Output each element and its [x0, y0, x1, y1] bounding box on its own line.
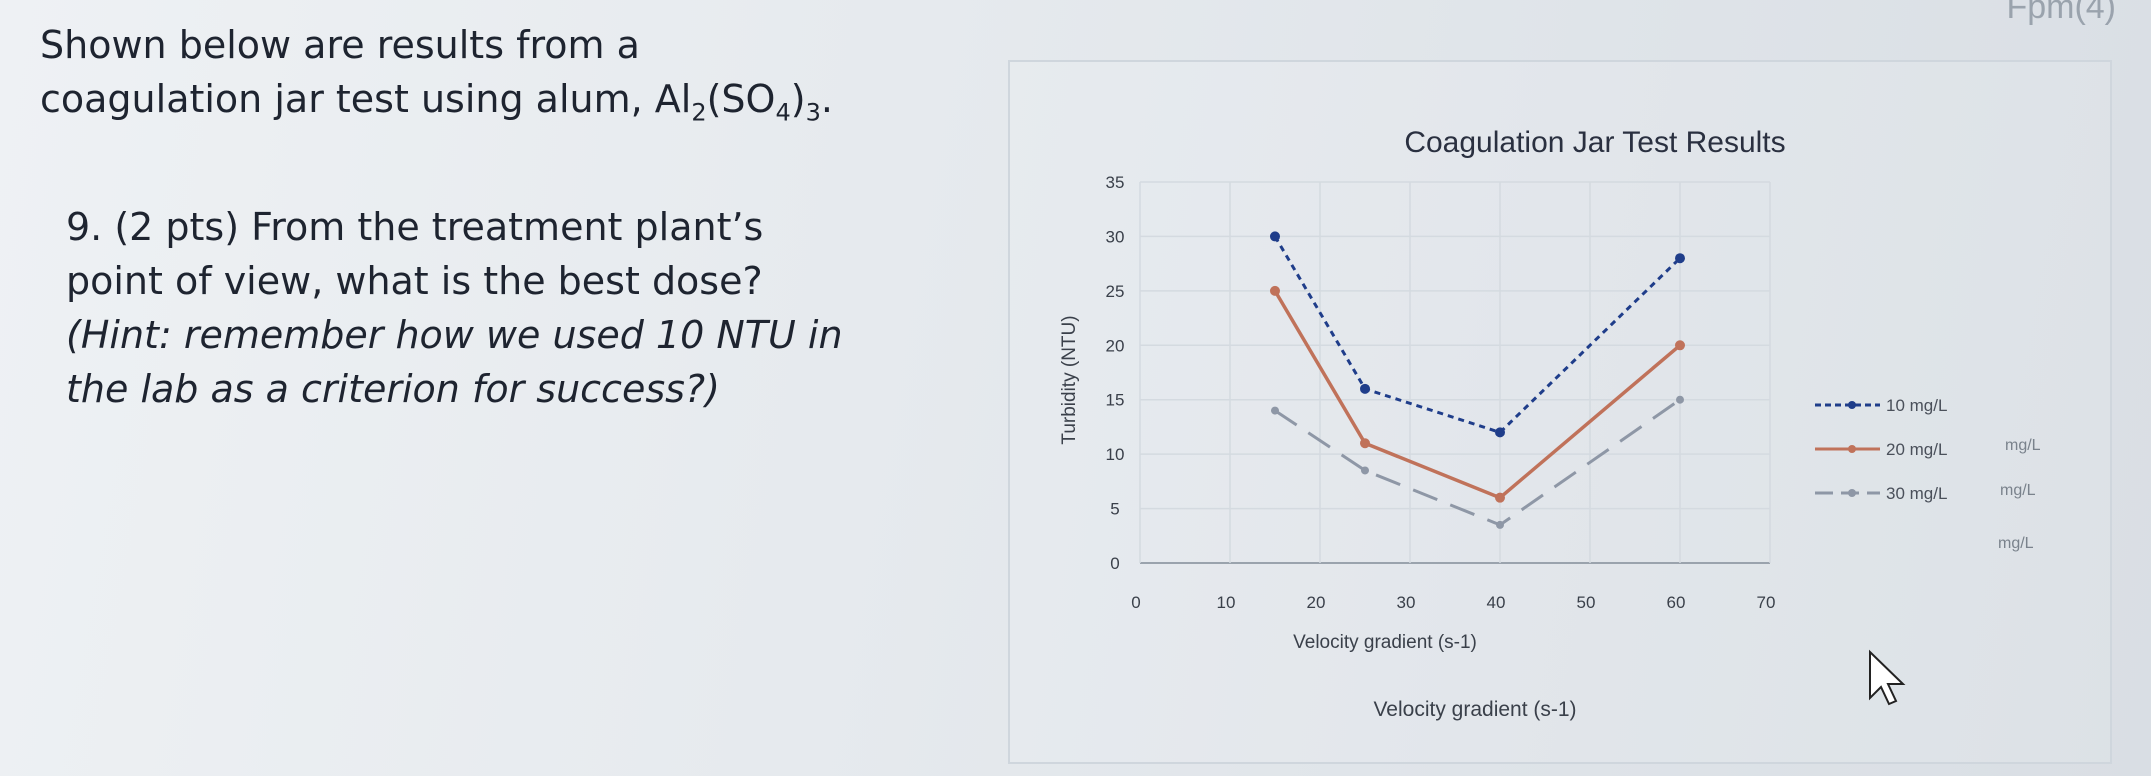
question-9-line-1: 9. (2 pts) From the treatment plant’s	[66, 204, 764, 249]
series-line-3	[1274, 398, 1681, 527]
y-tick-25: 25	[1106, 282, 1125, 301]
series-line-2	[1273, 289, 1682, 500]
chart-caption: Velocity gradient (s-1)	[1373, 698, 1576, 721]
intro-line-2: coagulation jar test using alum, Al2(SO4…	[40, 72, 1000, 140]
x-tick-70: 70	[1757, 593, 1776, 612]
mouse-cursor-icon	[1869, 649, 1906, 706]
series-line-1	[1273, 235, 1682, 435]
data-point-s2-2	[1360, 438, 1370, 449]
data-point-s1-1	[1270, 231, 1280, 242]
intro-line-1: Shown below are results from a	[40, 23, 640, 67]
data-point-s3-2	[1361, 466, 1369, 475]
x-tick-10: 10	[1217, 593, 1236, 612]
intro-end: )	[790, 77, 806, 121]
question-9-line-2: point of view, what is the best dose?	[66, 258, 763, 303]
chart-title: Coagulation Jar Test Results	[1404, 126, 1785, 159]
legend-marker-2	[1848, 445, 1856, 453]
y-tick-35: 35	[1106, 173, 1125, 192]
legend-marker-3	[1848, 489, 1856, 497]
y-tick-30: 30	[1106, 227, 1125, 246]
data-point-s3-4	[1676, 395, 1684, 404]
intro-sub-2: 4	[775, 98, 791, 127]
data-point-s2-4	[1675, 340, 1685, 351]
legend-label-3: 30 mg/L	[1886, 484, 1947, 503]
hint-line-2: the lab as a criterion for success?)	[66, 366, 720, 411]
y-tick-20: 20	[1106, 336, 1125, 355]
x-tick-40: 40	[1487, 593, 1506, 612]
y-tick-labels: 0 5 10 15 20 25 30 35	[1106, 173, 1125, 573]
y-axis-label: Turbidity (NTU)	[1059, 315, 1080, 444]
chart-legend: 10 mg/L 20 mg/L 30 mg/L	[1815, 396, 1947, 503]
y-tick-15: 15	[1106, 391, 1125, 410]
intro-sub-1: 2	[691, 98, 707, 127]
y-tick-10: 10	[1106, 445, 1125, 464]
x-tick-20: 20	[1307, 593, 1326, 612]
legend-marker-1	[1848, 401, 1856, 409]
question-block: Shown below are results from a coagulati…	[40, 18, 1000, 416]
x-tick-0: 0	[1131, 593, 1140, 612]
intro-sub-3: 3	[805, 98, 821, 127]
legend-extra-label-3: mg/L	[1998, 535, 2034, 552]
legend-extra-label-2: mg/L	[2000, 482, 2036, 499]
intro-prefix: coagulation jar test using alum, Al	[40, 77, 692, 121]
chart-panel	[1008, 60, 2112, 764]
data-point-s2-1	[1270, 285, 1280, 296]
legend-extra-label-1: mg/L	[2005, 437, 2041, 454]
data-point-s1-4	[1675, 253, 1685, 264]
legend-label-1: 10 mg/L	[1886, 396, 1947, 415]
legend-label-2: 20 mg/L	[1886, 440, 1947, 459]
data-point-s1-2	[1360, 383, 1370, 394]
x-tick-30: 30	[1397, 593, 1416, 612]
hint-line-1: (Hint: remember how we used 10 NTU in	[66, 312, 843, 357]
y-tick-0: 0	[1110, 554, 1119, 573]
data-point-s3-3	[1496, 520, 1504, 529]
intro-mid: (SO	[706, 77, 776, 121]
intro-period: .	[820, 77, 833, 121]
x-tick-labels: 0 10 20 30 40 50 60 70	[1131, 593, 1775, 612]
data-point-s2-3	[1495, 492, 1505, 503]
series-lines	[1270, 231, 1685, 529]
y-tick-5: 5	[1110, 500, 1119, 519]
data-point-s3-1	[1271, 406, 1279, 415]
data-point-s1-3	[1495, 427, 1505, 438]
page-corner-text: Fpm(4)	[2006, 0, 2116, 26]
x-tick-60: 60	[1667, 593, 1686, 612]
x-axis-label: Velocity gradient (s-1)	[1293, 632, 1477, 653]
x-tick-50: 50	[1577, 593, 1596, 612]
